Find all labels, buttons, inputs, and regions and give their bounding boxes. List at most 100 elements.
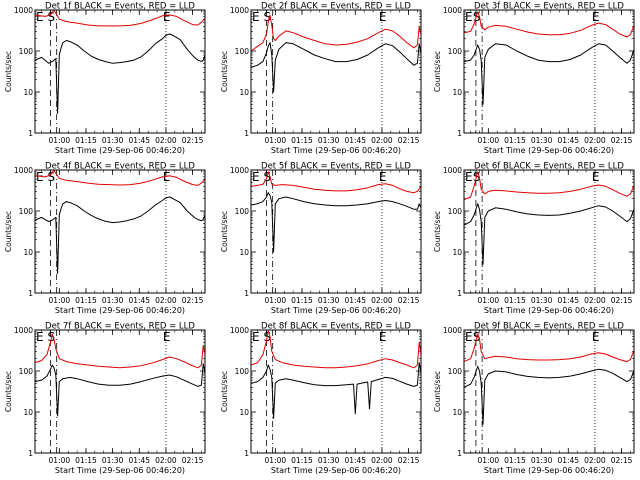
events-rate-line <box>34 196 206 274</box>
series-group <box>463 11 635 105</box>
y-tick-label: 1000 <box>14 326 33 335</box>
x-tick-label: 01:30 <box>531 136 553 145</box>
chart-panel-7: Det 7f BLACK = Events, RED = LLD Counts/s… <box>4 322 206 475</box>
x-tick-label: 02:00 <box>371 296 393 305</box>
marker-label: E <box>379 10 387 24</box>
lld-rate-line <box>34 333 206 369</box>
series-group <box>250 14 422 93</box>
y-tick-label: 1000 <box>14 6 33 15</box>
x-axis-ticks: 01:00 01:15 01:30 01:45 02:00 02:15 <box>41 330 204 465</box>
x-tick-label: 01:30 <box>531 456 553 465</box>
events-rate-line <box>250 192 422 253</box>
lld-rate-line <box>250 171 422 194</box>
x-axis-ticks: 01:00 01:15 01:30 01:45 02:00 02:15 <box>470 330 633 465</box>
marker-label: E <box>465 10 473 24</box>
series-group <box>250 330 422 419</box>
x-tick-label: 01:15 <box>291 456 313 465</box>
x-tick-label: 02:00 <box>155 296 177 305</box>
y-tick-label: 1 <box>244 449 249 458</box>
y-tick-label: 100 <box>448 47 463 56</box>
y-tick-label: 1000 <box>230 6 249 15</box>
x-tick-label: 02:15 <box>182 136 204 145</box>
y-tick-label: 10 <box>23 408 33 417</box>
x-tick-label: 02:00 <box>371 136 393 145</box>
y-tick-label: 1000 <box>230 326 249 335</box>
x-tick-label: 01:00 <box>478 456 500 465</box>
chart-panel-4: Det 4f BLACK = Events, RED = LLD Counts/s… <box>4 162 206 315</box>
events-rate-line <box>34 363 206 417</box>
x-axis-ticks: 01:00 01:15 01:30 01:45 02:00 02:15 <box>257 170 420 305</box>
x-axis-ticks: 01:00 01:15 01:30 01:45 02:00 02:15 <box>41 170 204 305</box>
y-axis-label: Counts/sec <box>433 211 442 252</box>
marker-label: E <box>36 10 44 24</box>
events-rate-line <box>250 362 422 419</box>
events-rate-line <box>463 203 635 265</box>
lld-rate-line <box>463 333 635 363</box>
chart-panel-3: Det 3f BLACK = Events, RED = LLD Counts/s… <box>433 2 635 155</box>
lld-rate-line <box>34 169 206 186</box>
x-tick-label: 01:45 <box>128 456 150 465</box>
y-axis-ticks: 1 10 100 1000 <box>230 6 421 138</box>
series-group <box>34 169 206 274</box>
events-rate-line <box>463 365 635 425</box>
chart-title: Det 2f BLACK = Events, RED = LLD <box>261 2 411 12</box>
x-tick-label: 01:15 <box>75 456 97 465</box>
x-tick-label: 02:00 <box>584 296 606 305</box>
marker-label: E <box>379 170 387 184</box>
chart-panel-9: Det 9f BLACK = Events, RED = LLD Counts/s… <box>433 322 635 475</box>
chart-title: Det 8f BLACK = Events, RED = LLD <box>261 322 411 332</box>
marker-label: E <box>36 170 44 184</box>
y-tick-label: 10 <box>23 88 33 97</box>
y-axis-label: Counts/sec <box>220 51 229 92</box>
x-tick-label: 01:45 <box>557 296 579 305</box>
plot-frame <box>250 9 422 134</box>
x-tick-label: 01:15 <box>504 136 526 145</box>
lld-rate-line <box>250 14 422 52</box>
y-tick-label: 1 <box>457 289 462 298</box>
y-axis-label: Counts/sec <box>4 211 13 252</box>
y-tick-label: 10 <box>23 248 33 257</box>
chart-panel-1: Det 1f BLACK = Events, RED = LLD Counts/s… <box>4 2 206 155</box>
series-group <box>463 171 635 265</box>
plot-frame <box>250 169 422 294</box>
y-tick-label: 1 <box>28 129 33 138</box>
marker-label: S <box>263 10 271 24</box>
chart-panel-6: Det 6f BLACK = Events, RED = LLD Counts/s… <box>433 162 635 315</box>
y-tick-label: 100 <box>235 367 250 376</box>
lld-rate-line <box>250 330 422 369</box>
x-axis-label: Start Time (29-Sep-06 00:46:20) <box>55 466 185 475</box>
chart-title: Det 3f BLACK = Events, RED = LLD <box>474 2 624 12</box>
y-tick-label: 1000 <box>230 166 249 175</box>
y-axis-label: Counts/sec <box>4 371 13 412</box>
events-rate-line <box>34 33 206 114</box>
x-tick-label: 01:00 <box>49 136 71 145</box>
x-tick-label: 01:00 <box>49 456 71 465</box>
x-axis-label: Start Time (29-Sep-06 00:46:20) <box>484 146 614 155</box>
plot-frame <box>463 329 635 454</box>
marker-label: E <box>592 10 600 24</box>
marker-label: E <box>465 170 473 184</box>
y-axis-ticks: 1 10 100 1000 <box>443 326 634 458</box>
marker-label: E <box>252 330 260 344</box>
plot-frame <box>463 169 635 294</box>
chart-title: Det 5f BLACK = Events, RED = LLD <box>261 162 411 172</box>
marker-label: E <box>163 330 171 344</box>
marker-label: S <box>47 170 55 184</box>
x-tick-label: 01:45 <box>557 456 579 465</box>
plot-frame <box>34 169 206 294</box>
y-tick-label: 10 <box>239 88 249 97</box>
y-axis-label: Counts/sec <box>433 371 442 412</box>
y-tick-label: 100 <box>235 47 250 56</box>
marker-label: E <box>163 10 171 24</box>
marker-label: E <box>163 170 171 184</box>
y-axis-label: Counts/sec <box>220 211 229 252</box>
x-tick-label: 01:15 <box>291 136 313 145</box>
y-tick-label: 1 <box>457 129 462 138</box>
x-tick-label: 02:15 <box>611 136 633 145</box>
x-tick-label: 01:30 <box>531 296 553 305</box>
x-tick-label: 02:15 <box>182 456 204 465</box>
